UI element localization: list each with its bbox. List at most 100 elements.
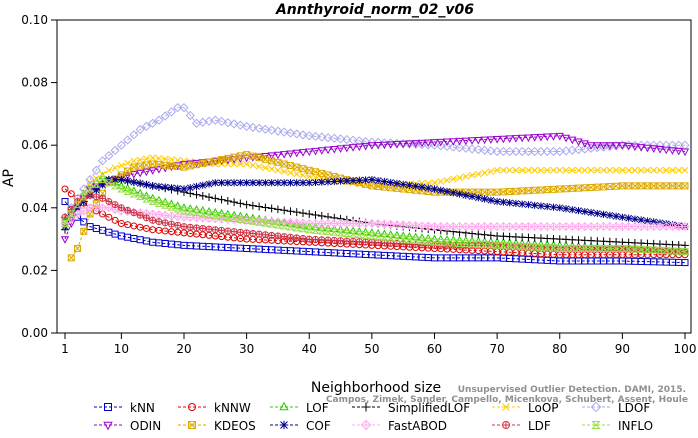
- point-ldf: [355, 238, 363, 246]
- point-cof: [487, 196, 495, 204]
- point-knnw: [61, 185, 69, 193]
- point-loop: [305, 173, 313, 180]
- point-odin: [561, 134, 571, 143]
- point-inflo: [417, 237, 427, 245]
- point-kdeos: [205, 158, 213, 166]
- point-ldf: [105, 198, 113, 205]
- point-ldof: [110, 145, 120, 156]
- point-loop: [650, 166, 658, 174]
- point-ldof: [423, 140, 433, 150]
- point-ldof: [267, 125, 277, 135]
- point-inflo: [555, 244, 564, 252]
- point-ldof: [248, 122, 258, 132]
- point-lof: [392, 230, 402, 239]
- point-inflo: [474, 240, 483, 248]
- point-loop: [568, 166, 576, 174]
- point-ldf: [299, 235, 307, 242]
- point-cof: [180, 185, 188, 193]
- point-ldf: [249, 230, 257, 237]
- point-loop: [293, 170, 301, 178]
- point-odin: [643, 144, 652, 153]
- point-odin: [524, 134, 533, 143]
- point-ldof: [123, 135, 133, 145]
- point-inflo: [505, 242, 514, 250]
- point-inflo: [142, 195, 151, 203]
- point-cof: [293, 179, 301, 187]
- point-cof: [506, 199, 514, 207]
- point-ldof: [160, 111, 170, 121]
- point-cof: [568, 206, 576, 214]
- point-inflo: [254, 218, 264, 226]
- point-inflo: [279, 222, 289, 230]
- point-simplifiedlof: [192, 190, 201, 199]
- point-kdeos: [656, 182, 664, 190]
- point-loop: [86, 179, 94, 187]
- point-loop: [161, 155, 169, 163]
- point-odin: [649, 145, 658, 153]
- legend-label-cof: COF: [306, 419, 331, 433]
- point-ldof: [154, 115, 164, 125]
- point-lof: [405, 231, 414, 240]
- point-odin: [424, 139, 433, 148]
- point-lof: [380, 229, 389, 237]
- point-ldf: [111, 201, 119, 209]
- point-odin: [154, 166, 164, 174]
- x-tick-label: 100: [674, 342, 697, 356]
- point-odin: [449, 138, 458, 146]
- point-inflo: [467, 240, 477, 248]
- point-inflo: [367, 232, 377, 240]
- point-odin: [662, 146, 671, 155]
- point-inflo: [424, 238, 433, 246]
- point-odin: [417, 139, 427, 148]
- point-loop: [105, 166, 113, 174]
- point-odin: [555, 132, 564, 141]
- point-simplifiedlof: [317, 212, 326, 220]
- point-inflo: [342, 229, 352, 237]
- point-cof: [255, 179, 263, 187]
- point-inflo: [618, 244, 627, 252]
- point-ldof: [260, 124, 271, 134]
- point-odin: [323, 146, 333, 155]
- point-simplifiedlof: [211, 194, 220, 203]
- point-simplifiedlof: [280, 206, 289, 215]
- point-inflo: [317, 227, 326, 235]
- point-cof: [311, 178, 320, 187]
- point-cof: [368, 176, 376, 184]
- point-loop: [550, 166, 557, 174]
- point-loop: [92, 175, 100, 182]
- point-ldof: [91, 165, 101, 175]
- point-loop: [118, 162, 125, 169]
- point-loop: [456, 174, 463, 182]
- point-odin: [342, 144, 351, 153]
- point-cof: [111, 176, 119, 184]
- point-lof: [311, 222, 320, 231]
- y-tick-label: 0.06: [21, 138, 48, 152]
- point-inflo: [186, 208, 195, 216]
- point-inflo: [411, 236, 420, 244]
- legend-marker-ldof: [590, 401, 602, 413]
- point-cof: [650, 218, 658, 226]
- point-inflo: [492, 241, 502, 249]
- point-odin: [499, 135, 508, 144]
- point-cof: [493, 197, 501, 206]
- legend-label-simplifiedlof: SimplifiedLOF: [388, 401, 470, 415]
- point-inflo: [229, 214, 239, 222]
- point-ldof: [674, 140, 684, 150]
- point-simplifiedlof: [311, 211, 320, 219]
- point-odin: [436, 138, 445, 147]
- point-kdeos: [74, 244, 82, 252]
- point-odin: [624, 142, 633, 151]
- point-odin: [148, 167, 157, 175]
- point-inflo: [348, 230, 358, 238]
- point-inflo: [154, 199, 164, 207]
- point-ldof: [530, 146, 540, 157]
- point-simplifiedlof: [198, 192, 207, 200]
- point-simplifiedlof: [274, 205, 282, 214]
- x-tick-label: 1: [61, 342, 69, 356]
- point-cof: [324, 178, 332, 186]
- point-odin: [129, 171, 139, 179]
- point-inflo: [123, 188, 132, 196]
- point-odin: [467, 137, 477, 145]
- legend-item-inflo: INFLO: [582, 419, 653, 433]
- legend-marker-knn: [104, 403, 112, 411]
